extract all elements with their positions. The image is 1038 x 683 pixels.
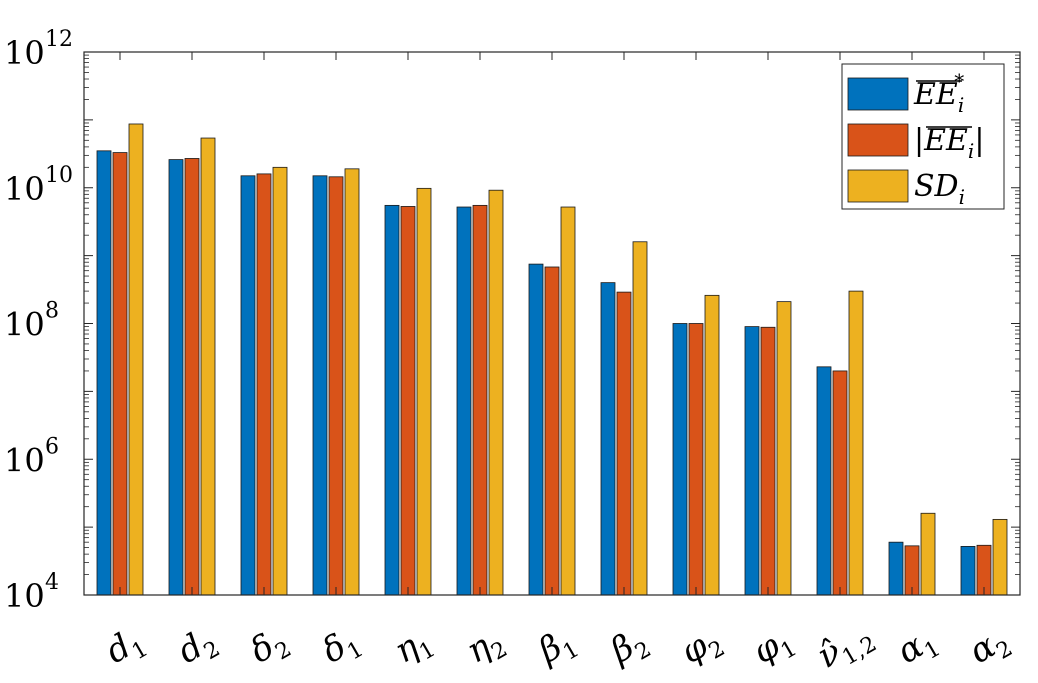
- y-tick-label: 10 6: [4, 434, 59, 479]
- bar-ee-6: [528, 263, 544, 596]
- bar-ee-0: [96, 150, 112, 596]
- bar-ee-12: [960, 546, 976, 596]
- y-tick-base: 10: [4, 170, 45, 208]
- bar-sd-11: [920, 512, 936, 596]
- y-tick-base: 10: [4, 34, 45, 72]
- x-tick-label: δ2: [244, 620, 296, 676]
- x-tick-label: φ2: [674, 619, 729, 677]
- y-tick-label: 10 4: [4, 570, 59, 615]
- bar-sd-12: [992, 518, 1008, 596]
- bar-ee-3: [328, 176, 344, 596]
- y-tick-exponent: 10: [45, 163, 73, 188]
- bar-ee-0: [112, 152, 128, 596]
- y-tick-exponent: 4: [45, 570, 59, 595]
- bar-ee-5: [472, 204, 488, 596]
- bar-sd-0: [128, 123, 144, 596]
- y-tick-exponent: 6: [45, 434, 59, 459]
- y-tick-label: 10 10: [4, 163, 73, 208]
- bar-ee-11: [888, 541, 904, 596]
- legend-entry: |EEi|: [847, 123, 984, 163]
- bar-sd-2: [272, 166, 288, 596]
- bar-ee-1: [184, 158, 200, 596]
- bar-sd-10: [848, 290, 864, 596]
- legend-swatch: [847, 169, 909, 203]
- bar-ee-7: [616, 291, 632, 596]
- legend-entry: EEi*: [847, 69, 964, 117]
- bar-sd-6: [560, 206, 576, 596]
- bar-ee-5: [456, 206, 472, 596]
- x-tick-label: η2: [460, 620, 512, 676]
- legend-main: EE: [913, 77, 958, 112]
- bar-ee-2: [256, 173, 272, 596]
- y-tick-label: 10 12: [4, 27, 73, 72]
- bar-ee-7: [600, 282, 616, 596]
- x-tick-label: φ1: [746, 619, 801, 677]
- bar-ee-6: [544, 266, 560, 596]
- y-tick-base: 10: [4, 441, 45, 479]
- legend-swatch: [847, 123, 909, 157]
- legend-label: SDi: [914, 169, 965, 209]
- x-tick-label: d2: [171, 619, 224, 676]
- bar-sd-3: [344, 168, 360, 596]
- y-tick-label: 10 8: [4, 299, 59, 344]
- legend-abs-bar: |: [914, 123, 924, 158]
- bar-ee-9: [760, 326, 776, 596]
- bar-sd-8: [704, 294, 720, 596]
- x-tick-label: d1: [99, 619, 152, 676]
- legend-swatch: [847, 77, 909, 111]
- legend-label: EEi*: [913, 69, 964, 117]
- legend-subscript: i: [968, 139, 974, 163]
- legend: EEi*|EEi|SDi: [841, 63, 1005, 210]
- bar-sd-7: [632, 241, 648, 596]
- bar-sd-4: [416, 187, 432, 596]
- bar-ee-9: [744, 326, 760, 596]
- y-tick-base: 10: [4, 577, 45, 615]
- bar-ee-4: [384, 204, 400, 596]
- legend-subscript: i: [958, 93, 964, 117]
- y-tick-base: 10: [4, 306, 45, 344]
- x-tick-label: α1: [890, 619, 945, 676]
- bar-ee-1: [168, 159, 184, 596]
- legend-label: |EEi|: [914, 123, 984, 163]
- x-tick-label: α2: [962, 619, 1017, 676]
- bar-ee-3: [312, 175, 328, 596]
- x-tick-label: ν̂1,2: [810, 614, 881, 681]
- bar-ee-10: [816, 366, 832, 596]
- bar-ee-4: [400, 206, 416, 596]
- y-tick-exponent: 12: [45, 27, 73, 52]
- x-tick-label: η1: [388, 620, 440, 676]
- x-tick-label: β2: [602, 620, 655, 677]
- x-tick-label: δ1: [316, 620, 368, 676]
- bar-ee-10: [832, 370, 848, 596]
- legend-subscript: i: [959, 185, 965, 209]
- bar-ee-8: [688, 323, 704, 596]
- bar-sd-5: [488, 189, 504, 596]
- y-tick-exponent: 8: [45, 299, 59, 324]
- x-tick-label: β1: [530, 620, 583, 677]
- bar-ee-8: [672, 323, 688, 596]
- bar-ee-2: [240, 175, 256, 596]
- legend-main: EE: [923, 123, 968, 158]
- bar-sd-1: [200, 137, 216, 596]
- legend-entry: SDi: [847, 169, 965, 209]
- bar-sd-9: [776, 301, 792, 596]
- legend-abs-bar: |: [974, 123, 984, 158]
- legend-main: SD: [914, 169, 959, 204]
